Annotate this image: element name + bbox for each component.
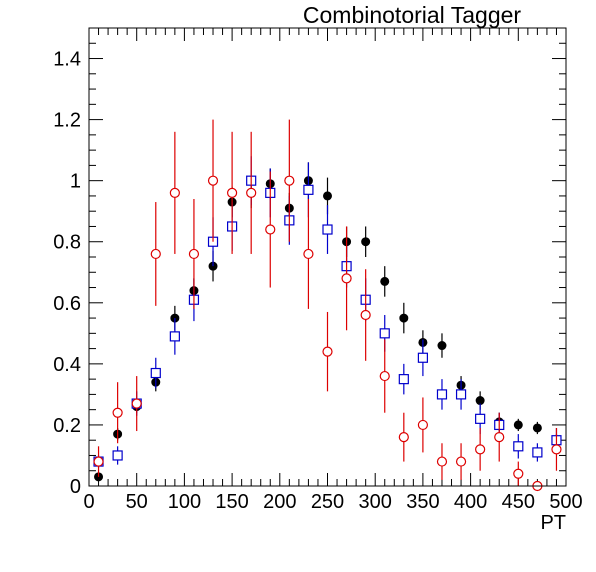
x-tick-label: 50 <box>126 491 148 513</box>
data-point <box>514 442 523 451</box>
data-point <box>209 176 218 185</box>
data-point <box>285 176 294 185</box>
data-point <box>362 238 370 246</box>
data-point <box>132 399 141 408</box>
data-point <box>380 329 389 338</box>
x-tick-label: 250 <box>311 491 344 513</box>
data-point <box>189 249 198 258</box>
data-point <box>381 277 389 285</box>
y-tick-label: 1.2 <box>53 110 81 132</box>
x-tick-label: 150 <box>215 491 248 513</box>
x-tick-label: 500 <box>549 491 582 513</box>
x-tick-label: 300 <box>359 491 392 513</box>
x-tick-label: 350 <box>406 491 439 513</box>
data-point <box>323 347 332 356</box>
y-tick-label: 0.4 <box>53 354 81 376</box>
data-point <box>361 311 370 320</box>
data-point <box>151 249 160 258</box>
x-tick-label: 200 <box>263 491 296 513</box>
data-point <box>380 372 389 381</box>
data-point <box>170 188 179 197</box>
data-point <box>324 192 332 200</box>
y-tick-label: 1.4 <box>53 49 81 71</box>
data-point <box>342 274 351 283</box>
y-tick-label: 0.8 <box>53 232 81 254</box>
data-point <box>514 469 523 478</box>
x-tick-label: 400 <box>454 491 487 513</box>
data-point <box>457 457 466 466</box>
data-point <box>418 420 427 429</box>
y-tick-label: 0.6 <box>53 293 81 315</box>
data-point <box>323 225 332 234</box>
data-point <box>457 390 466 399</box>
data-point <box>399 375 408 384</box>
data-point <box>533 448 542 457</box>
data-point <box>113 451 122 460</box>
x-axis-title: PT <box>540 512 566 534</box>
data-point <box>304 249 313 258</box>
x-tick-label: 0 <box>83 491 94 513</box>
data-point <box>438 342 446 350</box>
data-point <box>418 353 427 362</box>
data-point <box>533 424 541 432</box>
data-point <box>476 397 484 405</box>
data-point <box>113 408 122 417</box>
data-point <box>399 433 408 442</box>
y-tick-label: 0.2 <box>53 415 81 437</box>
data-point <box>266 225 275 234</box>
data-point <box>400 314 408 322</box>
data-point <box>552 445 561 454</box>
data-point <box>247 188 256 197</box>
data-point <box>437 457 446 466</box>
data-point <box>476 445 485 454</box>
data-point <box>437 390 446 399</box>
x-tick-label: 450 <box>502 491 535 513</box>
data-point <box>495 433 504 442</box>
data-point <box>228 188 237 197</box>
y-tick-label: 0 <box>70 476 81 498</box>
data-point <box>151 369 160 378</box>
x-tick-label: 100 <box>168 491 201 513</box>
data-point <box>94 457 103 466</box>
chart-title: Combinotorial Tagger <box>303 2 522 28</box>
data-point <box>170 332 179 341</box>
data-point <box>514 421 522 429</box>
data-point <box>476 414 485 423</box>
y-tick-label: 1 <box>70 171 81 193</box>
data-point <box>304 185 313 194</box>
